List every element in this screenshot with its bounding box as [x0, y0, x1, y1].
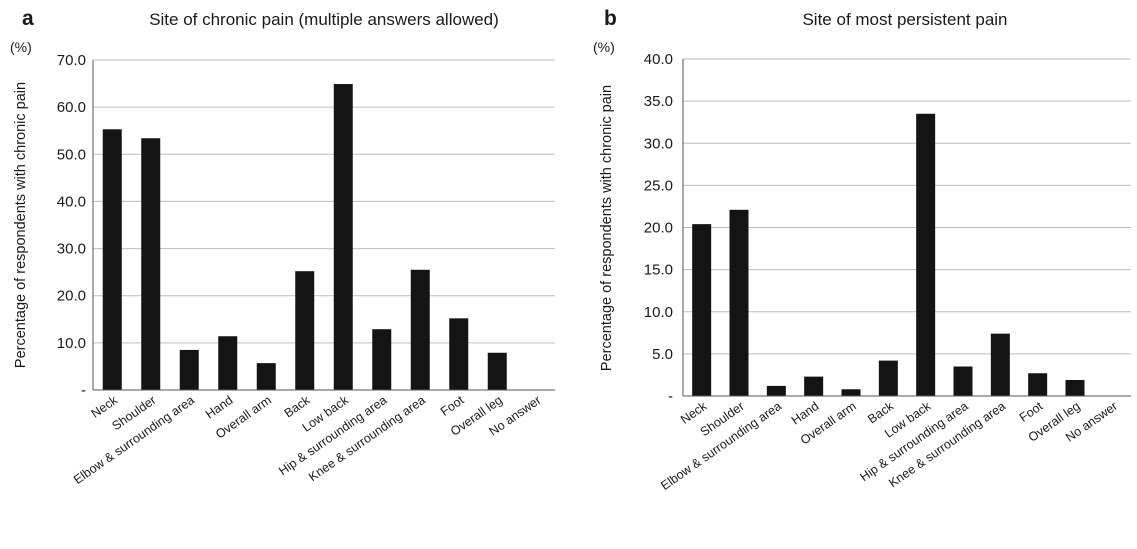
- panel-b-x-tick-label: Foot: [1017, 399, 1046, 425]
- panel-b-title: Site of most persistent pain: [802, 10, 1007, 29]
- panel-b-y-tick-label: 10.0: [644, 304, 673, 321]
- panel-a-bar: [333, 84, 353, 391]
- panel-a-letter: a: [22, 7, 34, 30]
- panel-a-bar: [218, 336, 238, 390]
- panel-b-bar: [1065, 379, 1085, 396]
- panel-a: a Site of chronic pain (multiple answers…: [10, 7, 555, 487]
- panel-a-bars: [102, 84, 507, 391]
- panel-a-bar: [410, 269, 430, 390]
- panel-a-unit: (%): [10, 39, 32, 55]
- panel-b-bar: [804, 376, 824, 396]
- panel-a-bar: [256, 363, 276, 390]
- panel-b-bar: [916, 113, 936, 396]
- panel-b-bar: [729, 209, 749, 396]
- panel-a-y-tick-label: 40.0: [57, 193, 86, 210]
- panel-b-letter: b: [604, 7, 617, 30]
- panel-a-y-tick-label: 60.0: [57, 99, 86, 116]
- panel-a-y-ticks: - 10.0 20.0 30.0 40.0 50.0 60.0 70.0: [57, 52, 86, 399]
- panel-a-bar: [372, 329, 392, 390]
- panel-b-bar: [766, 385, 786, 396]
- panel-a-y-tick-label: 70.0: [57, 52, 86, 69]
- panel-b-bar: [953, 366, 973, 396]
- panel-a-title: Site of chronic pain (multiple answers a…: [149, 10, 499, 29]
- panel-b-y-tick-label: 30.0: [644, 135, 673, 152]
- panel-b-y-tick-label: -: [668, 388, 673, 405]
- panel-a-gridlines: [93, 59, 555, 344]
- panel-b: b Site of most persistent pain (%) Perce…: [593, 7, 1131, 493]
- panel-b-bar: [990, 333, 1010, 396]
- panel-b-y-tick-label: 35.0: [644, 93, 673, 110]
- panel-b-y-tick-label: 5.0: [652, 346, 673, 363]
- panel-b-y-ticks: - 5.0 10.0 15.0 20.0 25.0 30.0 35.0 40.0: [644, 51, 673, 405]
- panel-b-y-tick-label: 40.0: [644, 51, 673, 68]
- panel-a-bar: [449, 318, 469, 390]
- panel-b-bar: [878, 360, 898, 396]
- panel-b-bar: [841, 389, 861, 396]
- panel-a-bar: [102, 129, 122, 391]
- panel-a-x-tick-label: Foot: [438, 393, 467, 419]
- panel-b-bars: [692, 113, 1085, 396]
- panel-b-bar: [692, 224, 712, 396]
- panel-a-y-tick-label: -: [81, 382, 86, 399]
- panel-a-bar: [141, 138, 161, 390]
- panel-a-bar: [179, 349, 199, 390]
- panel-b-bar: [1028, 373, 1048, 396]
- panel-a-y-tick-label: 30.0: [57, 241, 86, 258]
- panel-a-y-tick-label: 20.0: [57, 288, 86, 305]
- panel-a-y-tick-label: 50.0: [57, 146, 86, 163]
- panel-b-gridlines: [683, 58, 1131, 355]
- panel-b-y-tick-label: 20.0: [644, 220, 673, 237]
- panel-a-bar: [487, 352, 507, 390]
- panel-b-y-axis-label: Percentage of respondents with chronic p…: [599, 85, 615, 371]
- panel-a-y-axis-label: Percentage of respondents with chronic p…: [13, 82, 29, 368]
- panel-b-unit: (%): [593, 39, 615, 55]
- panel-a-bar: [295, 271, 315, 390]
- panel-b-y-tick-label: 25.0: [644, 177, 673, 194]
- panel-b-y-tick-label: 15.0: [644, 262, 673, 279]
- panel-a-y-tick-label: 10.0: [57, 335, 86, 352]
